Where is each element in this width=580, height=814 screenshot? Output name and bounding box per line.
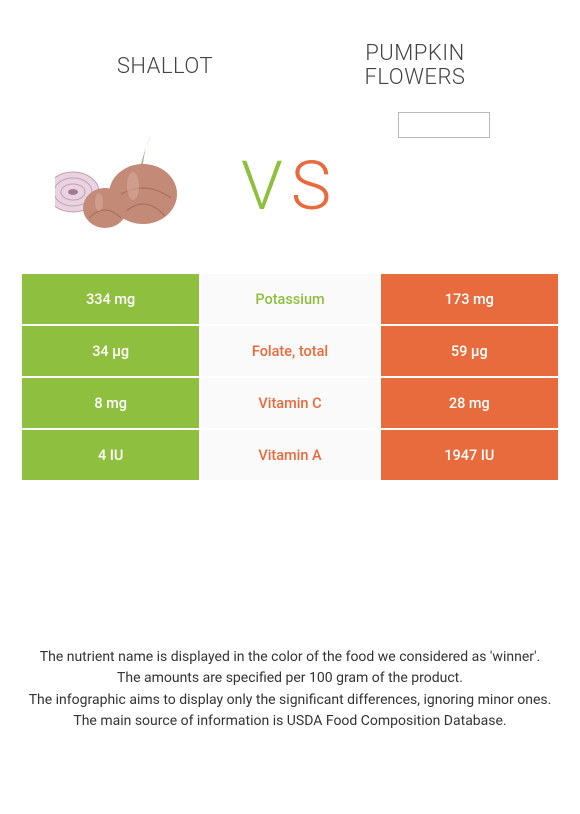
left-value: 8 mg — [22, 378, 199, 428]
footnotes: The nutrient name is displayed in the co… — [0, 648, 580, 734]
vs-v: V — [241, 146, 291, 226]
title-right-line1: PUMPKIN — [290, 42, 540, 66]
footnote-line: The infographic aims to display only the… — [28, 691, 552, 711]
comparison-infographic: SHALLOT PUMPKIN FLOWERS — [0, 0, 580, 814]
table-row: 34 µgFolate, total59 µg — [22, 324, 558, 376]
right-value: 59 µg — [379, 326, 558, 376]
table-row: 4 IUVitamin A1947 IU — [22, 428, 558, 480]
right-value: 173 mg — [379, 274, 558, 324]
vs-s: S — [291, 146, 339, 226]
right-value: 1947 IU — [379, 430, 558, 480]
vs-label: VS — [241, 146, 339, 226]
title-right-line2: FLOWERS — [290, 66, 540, 90]
comparison-table: 334 mgPotassium173 mg34 µgFolate, total5… — [0, 256, 580, 480]
nutrient-label: Folate, total — [199, 326, 378, 376]
nutrient-label: Potassium — [199, 274, 378, 324]
footnote-line: The main source of information is USDA F… — [28, 712, 552, 732]
table-row: 334 mgPotassium173 mg — [22, 274, 558, 324]
titles-row: SHALLOT PUMPKIN FLOWERS — [0, 0, 580, 106]
hero-row: VS — [0, 116, 580, 256]
left-value: 4 IU — [22, 430, 199, 480]
left-value: 34 µg — [22, 326, 199, 376]
nutrient-label: Vitamin C — [199, 378, 378, 428]
footnote-line: The nutrient name is displayed in the co… — [28, 648, 552, 668]
table-row: 8 mgVitamin C28 mg — [22, 376, 558, 428]
left-value: 334 mg — [22, 274, 199, 324]
nutrient-label: Vitamin A — [199, 430, 378, 480]
footnote-line: The amounts are specified per 100 gram o… — [28, 669, 552, 689]
title-left: SHALLOT — [40, 54, 290, 79]
right-value: 28 mg — [379, 378, 558, 428]
shallot-icon — [55, 126, 215, 240]
title-right: PUMPKIN FLOWERS — [290, 42, 540, 90]
